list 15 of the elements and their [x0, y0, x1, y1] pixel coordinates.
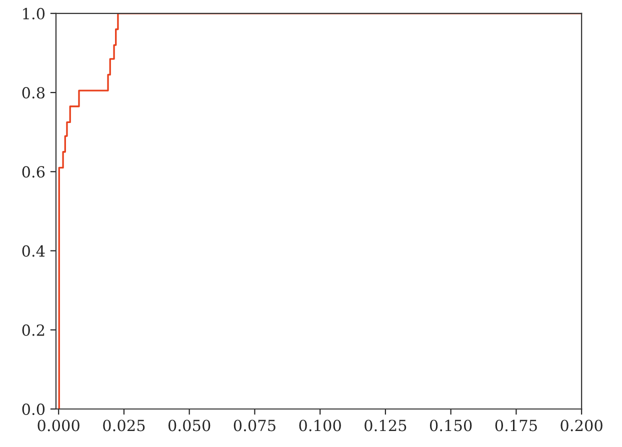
y-tick-label: 1.0 — [23, 8, 45, 20]
x-tick-label: 0.075 — [234, 420, 276, 432]
x-tick-label: 0.025 — [103, 420, 145, 432]
x-tick-label: 0.100 — [299, 420, 341, 432]
y-tick-label: 0.2 — [22, 324, 44, 336]
x-tick-label: 0.200 — [560, 420, 602, 432]
x-tick-label: 0.175 — [495, 420, 537, 432]
x-tick-label: 0.050 — [168, 420, 210, 432]
x-tick-label: 0.125 — [364, 420, 406, 432]
x-tick-label: 0.000 — [38, 420, 80, 432]
y-tick-label: 0.8 — [22, 86, 45, 99]
y-tick-label: 0.4 — [22, 245, 45, 257]
y-tick-label: 0.6 — [22, 166, 45, 178]
y-tick-label: 0.0 — [22, 403, 45, 416]
x-tick-label: 0.150 — [430, 420, 472, 432]
